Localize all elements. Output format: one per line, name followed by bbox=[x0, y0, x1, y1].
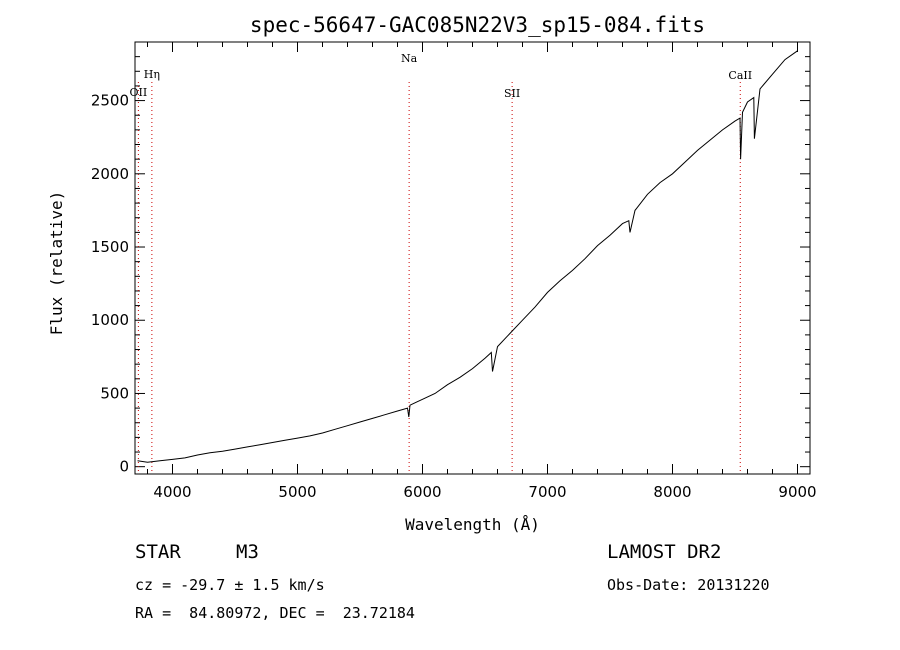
x-tick-label: 8000 bbox=[653, 483, 691, 501]
x-tick-label: 6000 bbox=[403, 483, 441, 501]
y-tick-label: 2500 bbox=[91, 92, 129, 110]
spectral-line-label: Hη bbox=[144, 68, 160, 81]
x-tick-label: 7000 bbox=[528, 483, 566, 501]
y-tick-label: 0 bbox=[119, 458, 129, 476]
x-tick-label: 4000 bbox=[153, 483, 191, 501]
x-tick-label: 9000 bbox=[778, 483, 816, 501]
coordinates-readout: RA = 84.80972, DEC = 23.72184 bbox=[135, 604, 415, 622]
spectral-line-label: Na bbox=[401, 52, 418, 65]
y-tick-label: 1000 bbox=[91, 311, 129, 329]
x-tick-label: 5000 bbox=[278, 483, 316, 501]
redshift-readout: cz = -29.7 ± 1.5 km/s bbox=[135, 576, 325, 594]
object-subclass: M3 bbox=[236, 541, 259, 563]
object-class: STAR bbox=[135, 541, 181, 563]
plot-frame bbox=[134, 41, 811, 475]
chart-title: spec-56647-GAC085N22V3_sp15-084.fits bbox=[250, 13, 705, 37]
spectral-line-label: CaII bbox=[728, 69, 752, 82]
y-tick-label: 2000 bbox=[91, 165, 129, 183]
y-axis-label: Flux (relative) bbox=[47, 191, 66, 336]
x-axis-label: Wavelength (Å) bbox=[405, 515, 540, 534]
survey-name: LAMOST DR2 bbox=[607, 541, 722, 563]
y-tick-label: 1500 bbox=[91, 238, 129, 256]
spectral-line-label: OII bbox=[130, 86, 148, 99]
y-tick-label: 500 bbox=[100, 384, 129, 402]
spectrum-line bbox=[137, 50, 798, 463]
observation-date: Obs-Date: 20131220 bbox=[607, 576, 770, 594]
spectral-line-label: SII bbox=[504, 87, 520, 100]
